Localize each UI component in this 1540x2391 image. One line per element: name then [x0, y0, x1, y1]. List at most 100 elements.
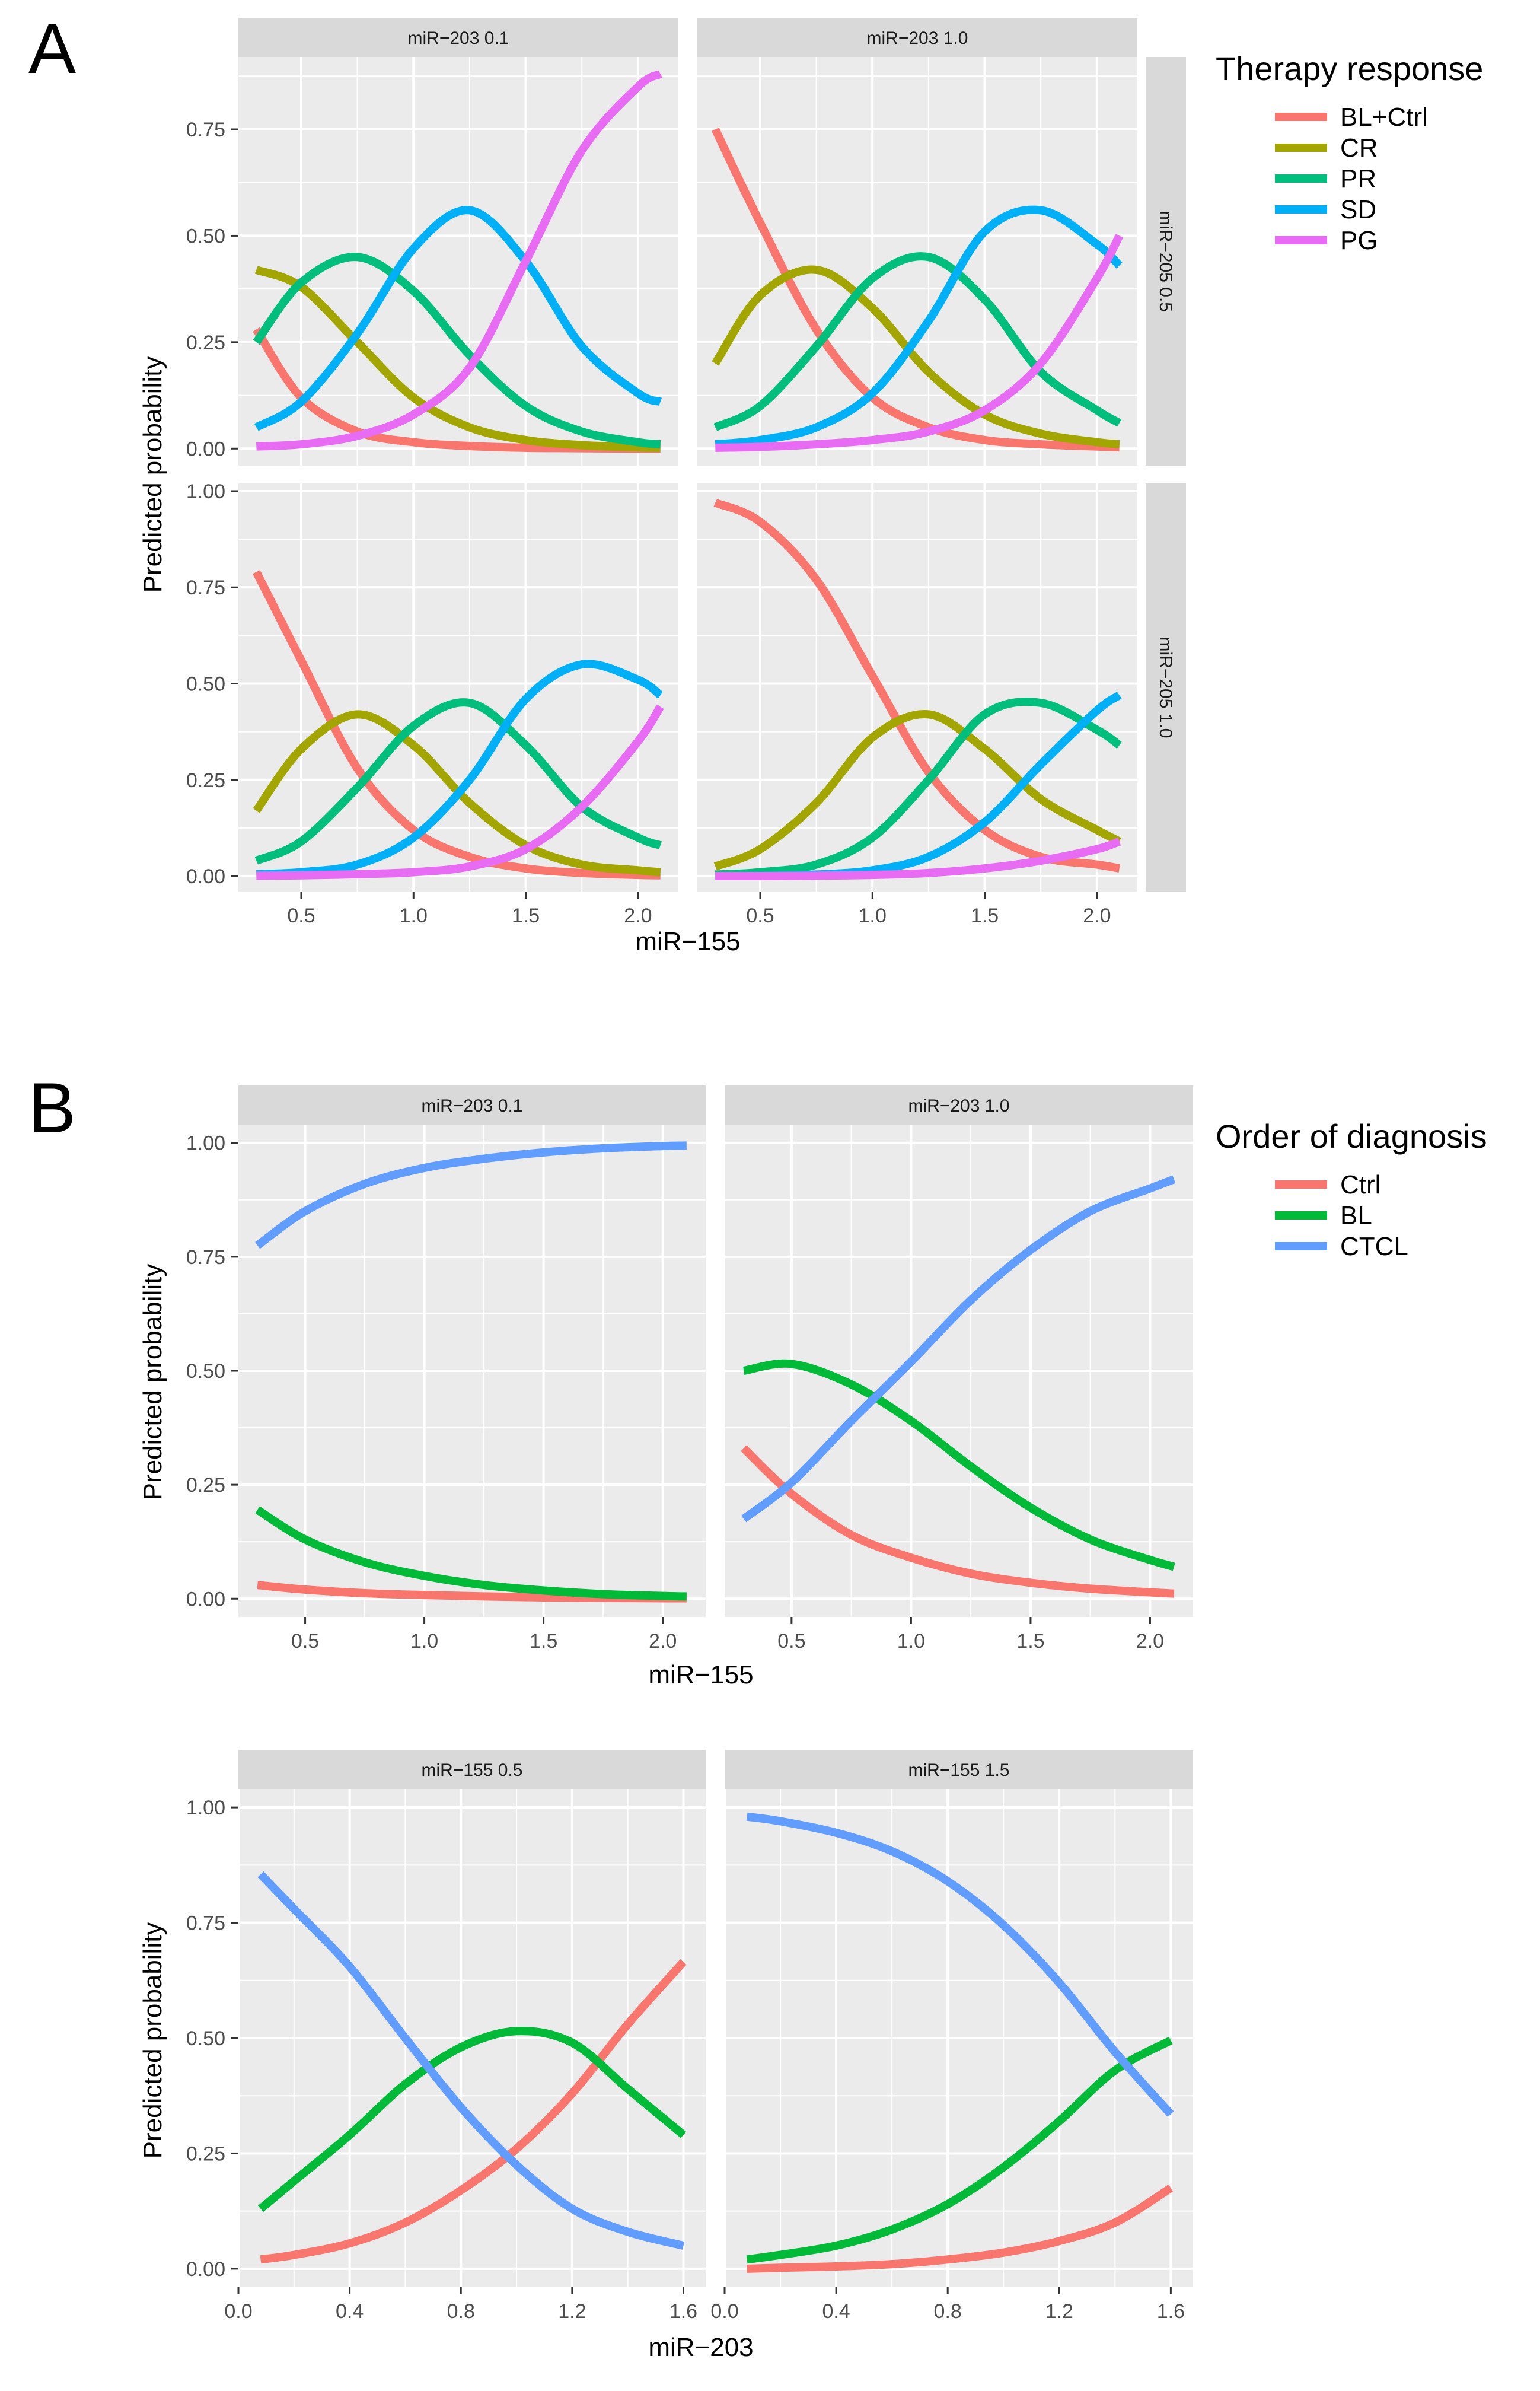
b-bottom-c1-series-ctcl	[257, 1871, 685, 2250]
a-r2c1-series-bl-ctrl	[253, 570, 661, 880]
b-bottom-c1-strip	[238, 1750, 706, 1789]
a-r2c2-x-tick-label: 1.5	[971, 905, 999, 927]
a-r1c1-y-tick-label: 0.25	[186, 332, 225, 354]
a-r2c1-y-tick-label: 0.00	[186, 865, 225, 888]
b-bottom-c2-series-ctrl	[747, 2184, 1174, 2273]
b-bottom-c1-x-tick-label: 0.0	[224, 2300, 252, 2323]
a-r1c2-row-strip-label: miR−205 0.5	[1156, 211, 1175, 312]
a-r2c2-series-pg	[715, 837, 1121, 881]
b-bottom-c1-series-ctrl	[260, 1959, 687, 2264]
a-r2c2-row-strip	[1146, 483, 1186, 892]
b-legend-label-bl: BL	[1340, 1201, 1372, 1230]
a-r2c2-row-strip-label: miR−205 1.0	[1156, 637, 1175, 738]
b-top-c1-x-tick-label: 2.0	[649, 1630, 677, 1653]
a-r2c1-panel: 0.00 0.25 0.50 0.75 1.00 0.5 1.0 1.5 2.0	[186, 480, 678, 927]
b-top-c1-series-ctcl	[255, 1141, 687, 1249]
b-bottom-c2-x-tick-label: 1.2	[1045, 2300, 1073, 2323]
a-r1c1-strip-label: miR−203 0.1	[408, 28, 509, 48]
b-bottom-c2-series-ctcl	[746, 1812, 1174, 2117]
b-top-c2-series-ctcl	[741, 1175, 1176, 1523]
a-r2c1-x-tick-label: 1.0	[400, 905, 428, 927]
a-r1c2-panel: miR−203 1.0 miR−205 0.5	[697, 18, 1186, 466]
a-legend-label-sd: SD	[1340, 195, 1376, 224]
b-bottom-c2-strip	[725, 1750, 1193, 1789]
b-bottom-c1-series-bl	[258, 2027, 686, 2212]
b-bottom-x-axis-title: miR−203	[648, 2333, 753, 2362]
b-bottom-c1-y-tick-label: 1.00	[186, 1797, 225, 1819]
b-bottom-c1-y-tick-label: 0.00	[186, 2258, 225, 2281]
a-r1c2-strip	[697, 18, 1137, 57]
a-r1c1-y-tick-label: 0.75	[186, 119, 225, 141]
b-top-c1-y-tick-label: 1.00	[186, 1132, 225, 1155]
b-bottom-c2-series-bl	[746, 2036, 1173, 2264]
a-r2c1-series-sd	[256, 660, 664, 878]
b-bottom-c2-x-tick-label: 0.4	[822, 2300, 850, 2323]
a-r1c2-series-sd	[715, 205, 1123, 449]
a-legend-label-bl-ctrl: BL+Ctrl	[1340, 103, 1428, 132]
b-legend-label-ctrl: Ctrl	[1340, 1170, 1380, 1199]
b-bottom-c1-x-tick-label: 0.4	[336, 2300, 364, 2323]
b-bottom-c1-y-tick-label: 0.25	[186, 2142, 225, 2165]
b-bottom-c1-x-tick-label: 1.6	[669, 2300, 697, 2323]
b-top-c1-series-bl	[255, 1506, 687, 1601]
a-r2c1-y-tick-label: 0.75	[186, 577, 225, 599]
a-r1c1-series-pg	[256, 70, 663, 451]
b-bottom-c2-panel: miR−155 1.5 0.0 0.4 0.8 1.2 1.6	[710, 1750, 1193, 2323]
b-top-c2-x-tick-label: 1.5	[1016, 1630, 1044, 1653]
a-r1c1-strip	[238, 18, 678, 57]
a-x-axis-title: miR−155	[635, 927, 740, 956]
a-legend-label-cr: CR	[1340, 133, 1378, 163]
a-r2c2-x-tick-label: 0.5	[746, 905, 774, 927]
b-top-c1-panel: miR−203 0.1 0.00 0.25 0.50 0.75 1.00 0.5 1.0 1.5…	[186, 1085, 706, 1653]
a-r2c2-x-tick-label: 2.0	[1083, 905, 1111, 927]
b-top-c1-x-tick-label: 1.5	[530, 1630, 557, 1653]
b-top-x-axis-title: miR−155	[648, 1660, 753, 1689]
a-y-axis-title: Predicted probability	[138, 356, 167, 593]
a-legend-label-pg: PG	[1340, 226, 1378, 255]
a-r2c1-x-tick-label: 0.5	[287, 905, 315, 927]
a-r1c1-y-tick-label: 0.50	[186, 225, 225, 247]
b-top-c1-strip	[238, 1085, 706, 1125]
a-legend-label-pr: PR	[1340, 164, 1376, 193]
a-r1c1-y-tick-label: 0.00	[186, 438, 225, 460]
b-top-c1-x-tick-label: 1.0	[410, 1630, 438, 1653]
a-r1c2-row-strip	[1146, 57, 1186, 466]
a-r2c2-series-cr	[713, 710, 1121, 871]
panel-b-label: B	[28, 1068, 76, 1148]
a-r2c1-x-tick-label: 2.0	[624, 905, 652, 927]
a-legend-title: Therapy response	[1216, 50, 1483, 87]
b-bottom-c1-strip-label: miR−155 0.5	[422, 1760, 523, 1780]
b-top-c2-series-bl	[742, 1359, 1175, 1571]
b-legend-label-ctcl: CTCL	[1340, 1232, 1408, 1261]
b-top-c1-y-tick-label: 0.25	[186, 1474, 225, 1497]
b-bottom-c1-x-tick-label: 0.8	[447, 2300, 475, 2323]
b-bottom-y-axis-title: Predicted probability	[138, 1922, 167, 2159]
b-top-c1-x-tick-label: 0.5	[291, 1630, 319, 1653]
a-r1c2-strip-label: miR−203 1.0	[867, 28, 968, 48]
b-bottom-c2-x-tick-label: 0.8	[934, 2300, 962, 2323]
b-bottom-c2-x-tick-label: 1.6	[1157, 2300, 1185, 2323]
b-top-y-axis-title: Predicted probability	[138, 1264, 167, 1501]
a-r1c1-panel: miR−203 0.1 0.00 0.25 0.50 0.75	[186, 18, 678, 466]
b-top-c2-strip-label: miR−203 1.0	[908, 1096, 1010, 1116]
a-r2c1-y-tick-label: 0.25	[186, 769, 225, 792]
a-r2c1-x-tick-label: 1.5	[512, 905, 540, 927]
b-bottom-c1-panel: miR−155 0.5 0.00 0.25 0.50 0.75 1.00 0.0 0.4 0.8…	[186, 1750, 706, 2323]
a-r1c2-series-cr	[712, 265, 1120, 449]
b-top-c2-x-tick-label: 2.0	[1136, 1630, 1164, 1653]
a-r1c1-series-cr	[254, 266, 661, 452]
a-r2c1-y-tick-label: 0.50	[186, 673, 225, 696]
b-bottom-c1-x-tick-label: 1.2	[558, 2300, 586, 2323]
a-r2c2-x-tick-label: 1.0	[859, 905, 887, 927]
a-r2c2-series-pr	[715, 698, 1122, 879]
b-top-c1-y-tick-label: 0.00	[186, 1588, 225, 1610]
a-r1c2-series-pr	[713, 252, 1122, 431]
a-r2c1-series-pg	[256, 704, 664, 880]
b-bottom-c2-x-tick-label: 0.0	[710, 2300, 738, 2323]
b-bottom-c1-y-tick-label: 0.75	[186, 1912, 225, 1935]
b-bottom-c1-y-tick-label: 0.50	[186, 2027, 225, 2050]
a-r1c2-series-pg	[715, 234, 1123, 452]
